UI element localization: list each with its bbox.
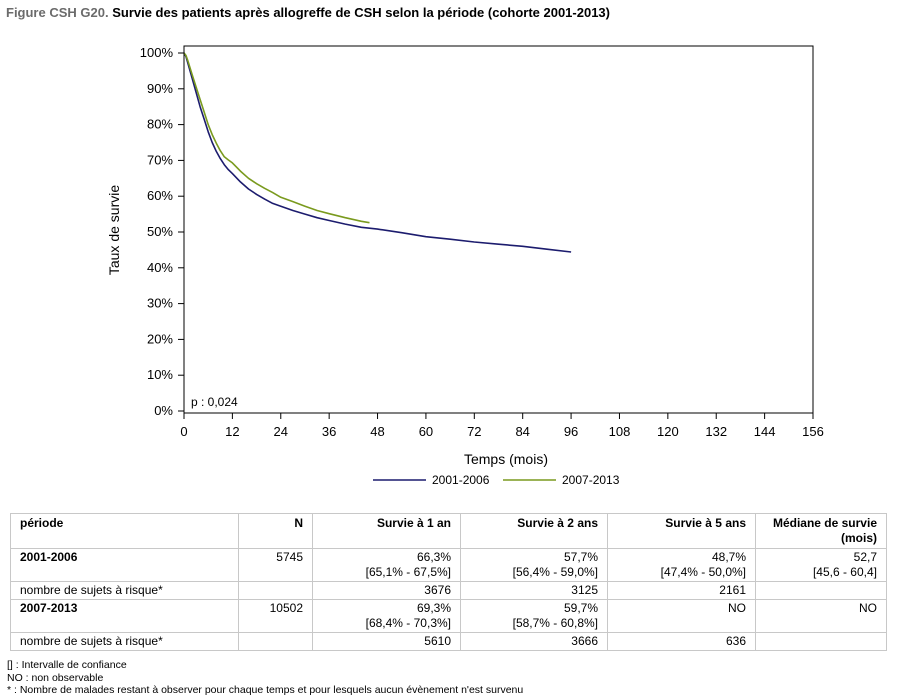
x-tick-label: 144	[754, 424, 776, 439]
y-axis-label: Taux de survie	[106, 185, 122, 275]
cell-risk-label: nombre de sujets à risque*	[10, 581, 239, 600]
value: 59,7%	[563, 601, 598, 615]
y-tick-label: 20%	[147, 331, 173, 346]
footnote-risk: * : Nombre de malades restant à observer…	[7, 684, 524, 696]
x-tick-label: 156	[802, 424, 824, 439]
cell-survie-5-ans: NO	[607, 599, 756, 633]
cell-periode: 2001-2006	[10, 548, 239, 582]
y-tick-label: 80%	[147, 117, 173, 132]
header-mediane: Médiane de survie (mois)	[755, 513, 887, 549]
confidence-interval: [58,7% - 60,8%]	[512, 616, 598, 630]
x-tick-label: 36	[322, 424, 336, 439]
cell-survie-5-ans: 48,7% [47,4% - 50,0%]	[607, 548, 756, 582]
cell-periode: 2007-2013	[10, 599, 239, 633]
table-row: nombre de sujets à risque* 5610 3666 636	[10, 632, 887, 651]
cell-empty	[755, 581, 887, 600]
survival-chart: 0% 10% 20% 30% 40% 50% 60% 70% 80% 90% 100% 0 12 24 3…	[106, 45, 824, 487]
x-tick-label: 132	[705, 424, 727, 439]
value: 48,7%	[711, 550, 746, 564]
x-tick-label: 120	[657, 424, 679, 439]
cell-risk-label: nombre de sujets à risque*	[10, 632, 239, 651]
header-n: N	[238, 513, 313, 549]
cell-mediane: 52,7 [45,6 - 60,4]	[755, 548, 887, 582]
plot-frame	[183, 45, 814, 414]
header-periode: période	[10, 513, 239, 549]
cell-n: 5745	[238, 548, 313, 582]
y-tick-label: 50%	[147, 224, 173, 239]
cell-survie-2-ans: 57,7% [56,4% - 59,0%]	[460, 548, 608, 582]
cell-risk-1-an: 5610	[312, 632, 461, 651]
table-row: nombre de sujets à risque* 3676 3125 216…	[10, 581, 887, 600]
x-tick-label: 108	[609, 424, 631, 439]
x-axis-label: Temps (mois)	[464, 451, 548, 467]
x-tick-label: 24	[274, 424, 288, 439]
y-tick-label: 60%	[147, 188, 173, 203]
series-line-2007-2013	[183, 52, 370, 224]
cell-risk-1-an: 3676	[312, 581, 461, 600]
cell-empty	[238, 581, 313, 600]
cell-risk-5-ans: 636	[607, 632, 756, 651]
footnotes: [] : Intervalle de confiance NO : non ob…	[7, 659, 523, 697]
confidence-interval: [65,1% - 67,5%]	[365, 565, 451, 579]
table-row: 2001-2006 5745 66,3% [65,1% - 67,5%] 57,7…	[10, 548, 887, 582]
value: 66,3%	[416, 550, 451, 564]
confidence-interval: [68,4% - 70,3%]	[365, 616, 451, 630]
value: 52,7	[853, 550, 877, 564]
x-tick-label: 12	[225, 424, 239, 439]
y-tick-label: 0%	[154, 403, 173, 418]
cell-n: 10502	[238, 599, 313, 633]
figure-prefix: Figure CSH G20.	[6, 5, 109, 20]
table-header-row: période N Survie à 1 an Survie à 2 ans S…	[10, 513, 887, 549]
cell-risk-2-ans: 3125	[460, 581, 608, 600]
y-tick-label: 70%	[147, 152, 173, 167]
y-tick-label: 30%	[147, 296, 173, 311]
value: NO	[859, 601, 877, 615]
cell-survie-1-an: 66,3% [65,1% - 67,5%]	[312, 548, 461, 582]
y-tick-label: 100%	[140, 45, 174, 60]
cell-empty	[755, 632, 887, 651]
confidence-interval: [47,4% - 50,0%]	[660, 565, 746, 579]
x-tick-label: 48	[370, 424, 384, 439]
legend-label-2007-2013: 2007-2013	[562, 473, 620, 487]
x-tick-label: 0	[180, 424, 187, 439]
figure-title-text: Survie des patients après allogreffe de …	[112, 5, 610, 20]
y-tick-label: 90%	[147, 81, 173, 96]
x-tick-label: 84	[515, 424, 529, 439]
value: NO	[728, 601, 746, 615]
cell-mediane: NO	[755, 599, 887, 633]
figure-title: Figure CSH G20. Survie des patients aprè…	[6, 5, 610, 20]
cell-risk-2-ans: 3666	[460, 632, 608, 651]
confidence-interval: [56,4% - 59,0%]	[512, 565, 598, 579]
table-row: 2007-2013 10502 69,3% [68,4% - 70,3%] 59,…	[10, 599, 887, 633]
x-tick-label: 72	[467, 424, 481, 439]
y-tick-label: 10%	[147, 367, 173, 382]
y-tick-label: 40%	[147, 260, 173, 275]
cell-survie-1-an: 69,3% [68,4% - 70,3%]	[312, 599, 461, 633]
legend-label-2001-2006: 2001-2006	[432, 473, 490, 487]
confidence-interval: [45,6 - 60,4]	[812, 565, 877, 579]
footnote-no: NO : non observable	[7, 671, 104, 684]
p-value-annotation: p : 0,024	[191, 395, 238, 409]
series-line-2001-2006	[183, 52, 572, 253]
x-tick-label: 96	[564, 424, 578, 439]
value: 69,3%	[416, 601, 451, 615]
header-survie-2-ans: Survie à 2 ans	[460, 513, 608, 549]
x-tick-label: 60	[419, 424, 433, 439]
cell-risk-5-ans: 2161	[607, 581, 756, 600]
value: 57,7%	[563, 550, 598, 564]
cell-empty	[238, 632, 313, 651]
header-survie-5-ans: Survie à 5 ans	[607, 513, 756, 549]
cell-survie-2-ans: 59,7% [58,7% - 60,8%]	[460, 599, 608, 633]
legend: 2001-2006 2007-2013	[373, 473, 620, 487]
survival-table: période N Survie à 1 an Survie à 2 ans S…	[10, 513, 887, 651]
footnote-ci: [] : Intervalle de confiance	[7, 659, 127, 671]
header-survie-1-an: Survie à 1 an	[312, 513, 461, 549]
